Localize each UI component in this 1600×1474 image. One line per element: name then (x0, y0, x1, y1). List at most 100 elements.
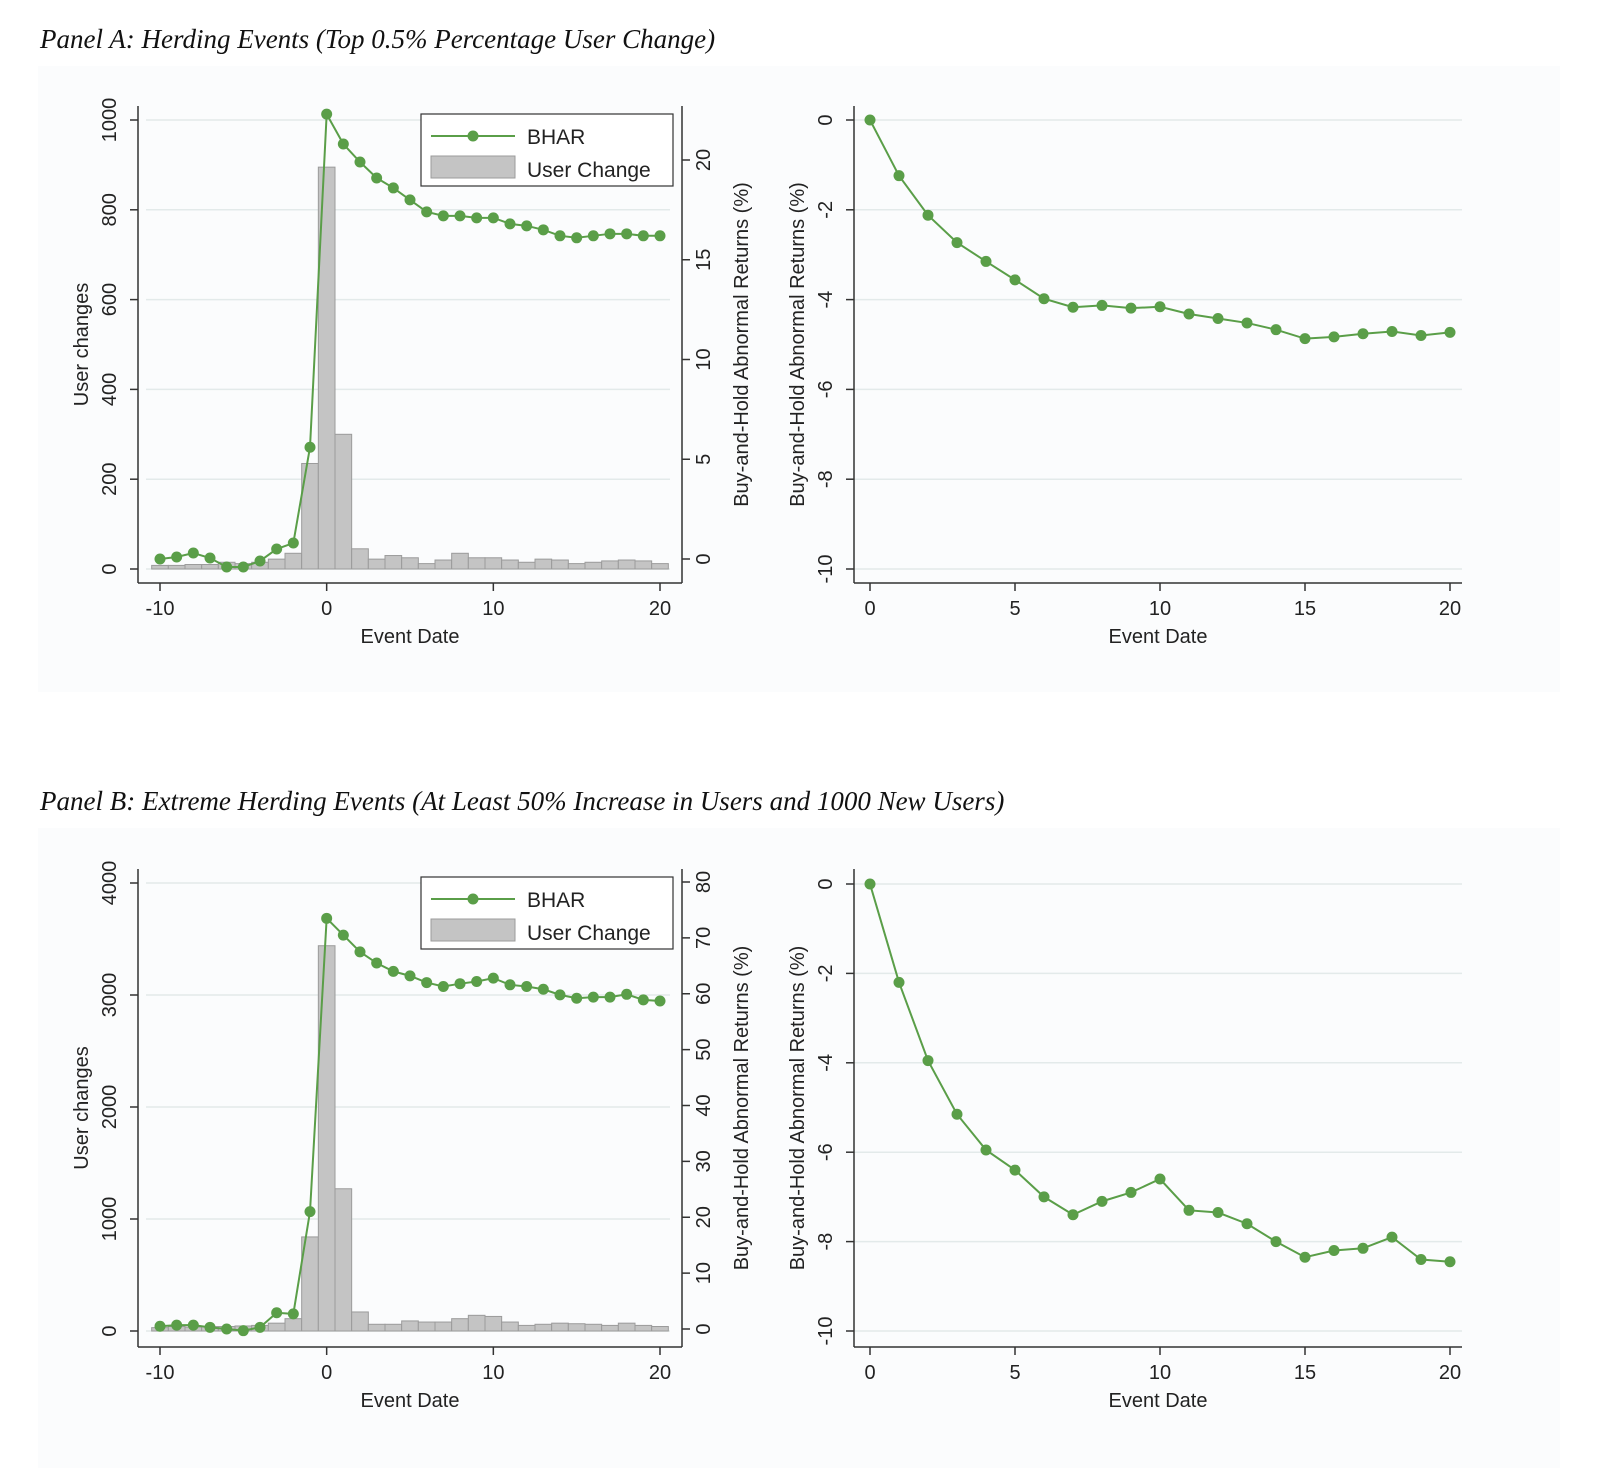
panel-b-left-right-tick-label: 20 (693, 1206, 715, 1228)
panel-b-left-bar (484, 1315, 503, 1332)
panel-a-left-bar (534, 558, 553, 570)
panel-b-left-bhar-point (354, 946, 366, 958)
panel-a-right-bhar-point (1009, 274, 1021, 286)
panel-b-left-bhar-point (404, 970, 416, 982)
panel-a-right-bhar-point (1067, 301, 1079, 313)
panel-a-left-bar (401, 557, 419, 570)
panel-b-left-bhar-point (204, 1321, 216, 1333)
panel-a-left-bhar-point (304, 441, 316, 453)
panel-b-left-left-tick-label: 1000 (99, 1197, 121, 1242)
panel-a-right-x-tick-label: 15 (1294, 598, 1316, 620)
panel-a-left-bhar-point (554, 230, 566, 242)
panel-a-right-y-tick-label: 0 (815, 114, 837, 125)
panel-a-left-right-tick-label: 10 (693, 348, 715, 370)
panel-a-left-bhar-point (587, 230, 599, 242)
panel-a-left-bar (617, 559, 636, 570)
panel-a-right-x-tick-label: 5 (1009, 598, 1020, 620)
panel-a-left-bhar-point (354, 156, 366, 168)
panel-a-right-x-tick-label: 20 (1439, 598, 1461, 620)
panel-b-left-bhar-point (287, 1308, 299, 1320)
panel-a-left-bhar-point (537, 224, 549, 236)
panel-b-right-bhar-point (1444, 1256, 1456, 1268)
panel-a-left-bhar-point (454, 210, 466, 222)
panel-a-left-bhar-point (237, 561, 249, 573)
panel-a-left-bar (367, 558, 386, 570)
panel-a-right-bhar-point (1444, 326, 1456, 338)
panel-a-left-bar (451, 552, 469, 570)
panel-b-left-bhar-point (437, 980, 449, 992)
panel-b-left-bhar-point (337, 929, 349, 941)
panel-b-left-legend-bar-swatch (430, 918, 516, 942)
panel-b-left-bar (467, 1314, 486, 1332)
panel-b-right-x-tick-label: 5 (1009, 1362, 1020, 1384)
panel-b-left-bar (584, 1323, 603, 1332)
panel-b-left-left-tick-label: 3000 (99, 973, 121, 1018)
panel-b-right-bhar-point (1125, 1186, 1137, 1198)
panel-a-left-bhar-point (654, 230, 666, 242)
panel-a-plot-area (38, 66, 1560, 692)
panel-b-left-left-tick-label: 0 (99, 1325, 121, 1336)
panel-a-left-bhar-point (287, 537, 299, 549)
panel-a-right-y-tick-label: -10 (815, 555, 837, 584)
panel-a-left-x-tick-label: -10 (146, 598, 175, 620)
panel-b-left-x-tick-label: 20 (649, 1362, 671, 1384)
panel-a-left-left-tick-label: 400 (99, 373, 121, 406)
panel-b-left-x-tick-label: 0 (321, 1362, 332, 1384)
panel-b-right-bhar-point (1154, 1173, 1166, 1185)
panel-b-right-bhar-point (1357, 1242, 1369, 1254)
panel-b-right-y-tick-label: -4 (815, 1054, 837, 1072)
panel-b-right-xlabel: Event Date (1109, 1390, 1208, 1412)
panel-b-left-bhar-point (637, 994, 649, 1006)
panel-a-left-bhar-point (637, 230, 649, 242)
panel-b-right-bhar-point (864, 878, 876, 890)
panel-b-left-bhar-point (604, 991, 616, 1003)
panel-a-left-x-tick-label: 10 (482, 598, 504, 620)
panel-b-left-right-tick-label: 60 (693, 983, 715, 1005)
panel-b-left-bhar-point (187, 1319, 199, 1331)
panel-a-right-x-tick-label: 0 (864, 598, 875, 620)
panel-b-left-bhar-point (254, 1321, 266, 1333)
panel-b-left-x-tick-label: 10 (482, 1362, 504, 1384)
panel-b-left-bar (351, 1311, 369, 1332)
panel-b-left-bar (567, 1323, 586, 1332)
panel-a-right-bhar-point (980, 255, 992, 267)
panel-b-left-ylabel-right: Buy-and-Hold Abnormal Returns (%) (731, 946, 753, 1271)
panel-a-right-y-tick-label: -4 (815, 291, 837, 309)
panel-a-left-bhar-point (487, 212, 499, 224)
panel-b-plot-area (38, 828, 1560, 1468)
panel-a-left-bar (467, 557, 486, 570)
panel-b-left-bar (434, 1321, 453, 1332)
panel-a-left-bhar-point (571, 232, 583, 244)
panel-b-left-right-tick-label: 40 (693, 1094, 715, 1116)
panel-a-left-bar (634, 560, 653, 570)
panel-b-left-bhar-point (321, 912, 333, 924)
panel-b-left-legend-userchange-label: User Change (527, 922, 651, 945)
panel-a-right-bhar-point (951, 237, 963, 249)
panel-b-left-bhar-point (654, 995, 666, 1007)
panel-a-left-right-tick-label: 0 (693, 553, 715, 564)
panel-b-left-bar (517, 1324, 536, 1332)
panel-a-left-bhar-point (271, 543, 283, 555)
panel-b-left-bar (601, 1324, 619, 1332)
panel-a-right-y-tick-label: -8 (815, 470, 837, 488)
panel-b-left-bar (501, 1321, 519, 1332)
panel-b-left-bhar-point (487, 972, 499, 984)
panel-a-left-bhar-point (471, 212, 483, 224)
panel-b-right-bhar-point (1299, 1251, 1311, 1263)
panel-b-left-right-tick-label: 50 (693, 1039, 715, 1061)
panel-b-left-bar (401, 1320, 419, 1332)
panel-b-right-y-tick-label: -8 (815, 1233, 837, 1251)
panel-b-left-xlabel: Event Date (361, 1390, 460, 1412)
panel-b-right-bhar-point (980, 1144, 992, 1156)
panel-a-left-legend-bhar-label: BHAR (527, 126, 585, 149)
panel-a-left-bar (517, 561, 536, 570)
panel-a-right-bhar-point (1270, 324, 1282, 336)
panel-a-left-legend-bar-swatch (430, 155, 516, 179)
panel-a-left-bar (334, 433, 353, 570)
panel-a-left-bar (551, 559, 569, 570)
panel-b-right-y-tick-label: 0 (815, 878, 837, 889)
panel-a-right-bhar-point (1415, 330, 1427, 342)
panel-a-right-ylabel: Buy-and-Hold Abnormal Returns (%) (787, 182, 809, 507)
panel-b-left-bar (284, 1318, 303, 1332)
panel-b-left-bar (334, 1188, 353, 1332)
